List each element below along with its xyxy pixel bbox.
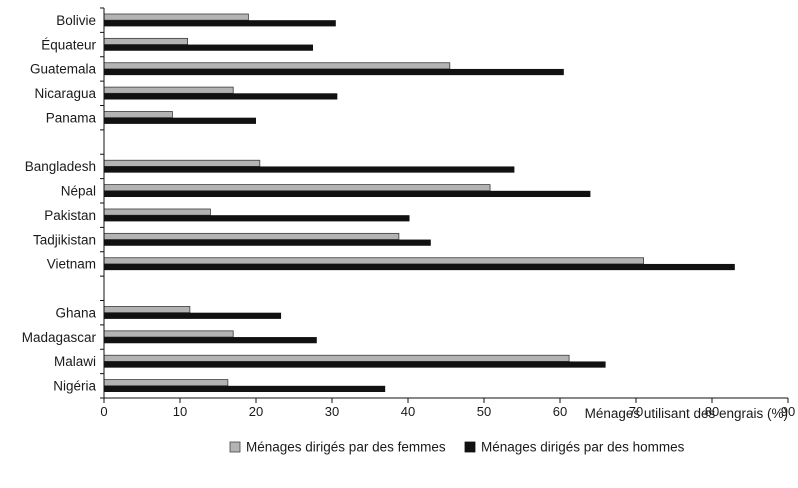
x-tick-label-80: 80 <box>705 404 719 419</box>
category-label-pakistan: Pakistan <box>44 208 96 223</box>
category-label-nicaragua: Nicaragua <box>34 86 96 101</box>
x-tick-label-20: 20 <box>249 404 263 419</box>
x-tick-label-40: 40 <box>401 404 415 419</box>
category-label-bangladesh: Bangladesh <box>25 159 96 174</box>
x-tick-label-70: 70 <box>629 404 643 419</box>
bar-men-tadjikistan <box>104 239 431 246</box>
category-label-vietnam: Vietnam <box>47 257 96 272</box>
bar-women-vietnam <box>103 257 644 265</box>
bar-women-tadjikistan <box>103 232 400 240</box>
category-label-panama: Panama <box>46 110 97 125</box>
bar-men-nigeria <box>104 385 386 393</box>
category-label-madagascar: Madagascar <box>22 330 97 345</box>
bar-men-nicaragua <box>104 93 338 100</box>
bar-men-panama <box>104 117 256 124</box>
bar-men-bangladesh <box>104 166 515 173</box>
bar-men-malawi <box>104 361 606 368</box>
legend-swatch-women <box>229 441 241 453</box>
legend: Ménages dirigés par des femmes Ménages d… <box>229 440 685 455</box>
bar-men-vietnam <box>104 263 735 271</box>
legend-item-women: Ménages dirigés par des femmes <box>229 440 446 455</box>
x-tick-label-50: 50 <box>477 404 491 419</box>
x-tick-label-0: 0 <box>100 404 107 419</box>
plot-area: Bolivie Équateur Guatemala Nicaragua Panama B… <box>22 7 795 419</box>
bar-men-ghana <box>104 312 282 319</box>
x-axis-title: Ménages utilisant des engrais (%) <box>585 406 788 421</box>
bar-women-bolivie <box>103 13 249 21</box>
bar-men-pakistan <box>104 215 410 222</box>
x-tick-label-60: 60 <box>553 404 567 419</box>
bar-men-madagascar <box>104 337 317 344</box>
bar-men-nepal <box>104 190 591 198</box>
category-label-ghana: Ghana <box>55 305 96 320</box>
legend-label-women: Ménages dirigés par des femmes <box>246 440 446 455</box>
category-label-malawi: Malawi <box>54 354 96 369</box>
bar-women-nicaragua <box>103 86 234 94</box>
bar-women-pakistan <box>103 208 211 216</box>
bar-men-equateur <box>104 44 313 51</box>
category-label-tadjikistan: Tadjikistan <box>33 232 96 247</box>
bar-men-guatemala <box>104 68 564 76</box>
category-label-nepal: Népal <box>61 184 96 199</box>
legend-item-men: Ménages dirigés par des hommes <box>464 440 685 455</box>
bar-women-malawi <box>103 354 570 362</box>
x-tick-label-30: 30 <box>325 404 339 419</box>
category-label-nigeria: Nigéria <box>53 379 96 394</box>
category-label-guatemala: Guatemala <box>30 62 97 77</box>
legend-swatch-men <box>464 441 476 453</box>
bar-men-bolivie <box>104 20 336 27</box>
category-label-bolivie: Bolivie <box>56 13 96 28</box>
bar-women-equateur <box>103 37 188 45</box>
bar-women-guatemala <box>103 62 451 70</box>
x-tick-label-10: 10 <box>173 404 187 419</box>
bar-women-nepal <box>103 184 491 192</box>
legend-label-men: Ménages dirigés par des hommes <box>481 440 685 455</box>
bar-women-nigeria <box>103 379 229 387</box>
bar-women-panama <box>103 111 173 119</box>
x-tick-label-90: 90 <box>781 404 795 419</box>
bar-women-madagascar <box>103 330 234 338</box>
category-label-equateur: Équateur <box>41 37 96 52</box>
bar-women-bangladesh <box>103 159 261 167</box>
bar-women-ghana <box>103 306 191 314</box>
